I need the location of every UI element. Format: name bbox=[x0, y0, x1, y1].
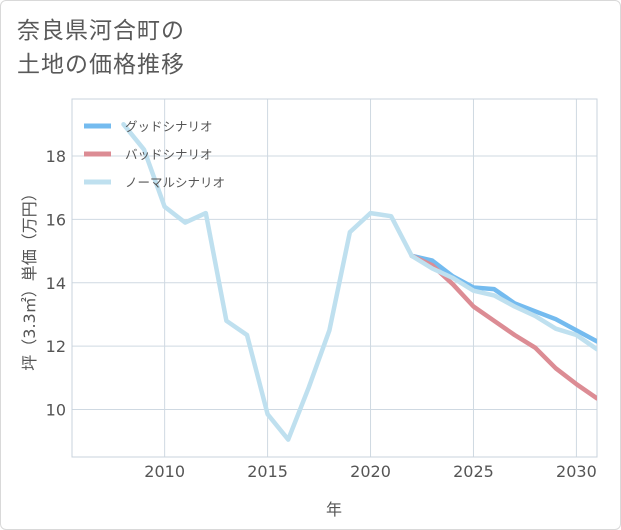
series-group bbox=[121, 122, 597, 442]
y-tick-12: 12 bbox=[46, 337, 66, 356]
title-line-2: 土地の価格推移 bbox=[17, 52, 185, 78]
x-axis-ticks: 2010 2015 2020 2025 2030 bbox=[144, 462, 596, 481]
y-tick-16: 16 bbox=[46, 210, 66, 229]
legend-label-0: グッドシナリオ bbox=[125, 119, 213, 134]
x-tick-2010: 2010 bbox=[144, 462, 185, 481]
chart-title: 奈良県河合町の 土地の価格推移 bbox=[17, 14, 185, 82]
y-axis-ticks: 10 12 14 16 18 bbox=[46, 147, 66, 419]
x-tick-2025: 2025 bbox=[453, 462, 494, 481]
plot-border bbox=[71, 98, 598, 458]
grid-lines bbox=[72, 99, 597, 457]
y-tick-18: 18 bbox=[46, 147, 66, 166]
legend-label-1: バッドシナリオ bbox=[125, 147, 213, 162]
legend-label-2: ノーマルシナリオ bbox=[125, 175, 225, 190]
x-tick-2015: 2015 bbox=[247, 462, 288, 481]
series-line-0 bbox=[409, 253, 597, 344]
x-axis-label: 年 bbox=[326, 500, 342, 519]
y-axis-label: 坪（3.3㎡）単価（万円） bbox=[20, 185, 39, 370]
y-tick-14: 14 bbox=[46, 274, 66, 293]
x-tick-2030: 2030 bbox=[556, 462, 597, 481]
title-line-1: 奈良県河合町の bbox=[17, 18, 185, 44]
x-tick-2020: 2020 bbox=[350, 462, 391, 481]
series-line-2 bbox=[121, 122, 597, 442]
y-tick-10: 10 bbox=[46, 400, 66, 419]
